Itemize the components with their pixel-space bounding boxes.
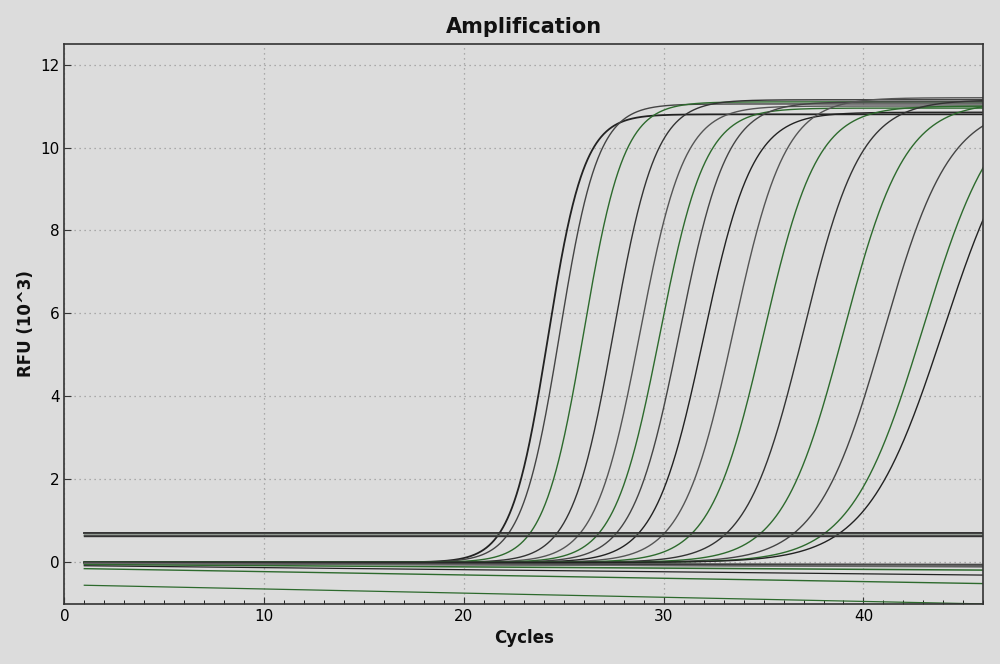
Y-axis label: RFU (10^3): RFU (10^3) bbox=[17, 270, 35, 377]
X-axis label: Cycles: Cycles bbox=[494, 629, 554, 647]
Title: Amplification: Amplification bbox=[446, 17, 602, 37]
